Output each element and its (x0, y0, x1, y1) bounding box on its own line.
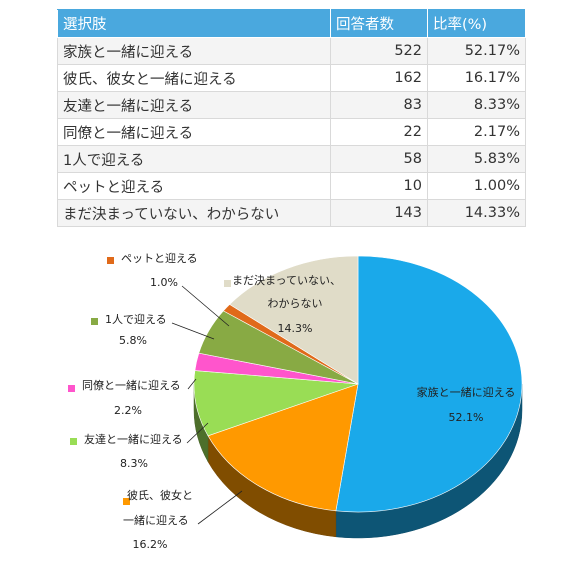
leader-line (181, 285, 230, 327)
pie-slice (335, 255, 523, 513)
slice-value-label: 16.2% (133, 538, 168, 551)
table-row: 同僚と一緒に迎える 22 2.17% (57, 118, 526, 146)
ratio-cell: 8.33% (427, 91, 526, 119)
table-row: まだ決まっていない、わからない 143 14.33% (57, 199, 526, 227)
slice-name-label: 一緒に迎える (123, 513, 189, 527)
leader-line (186, 422, 209, 444)
ratio-cell: 16.17% (427, 64, 526, 92)
option-cell: まだ決まっていない、わからない (57, 199, 331, 227)
legend-marker (91, 318, 98, 325)
slice-value-label: 14.3% (278, 322, 313, 335)
leader-line (171, 322, 215, 340)
count-cell: 162 (330, 64, 428, 92)
slice-name-label: わからない (268, 297, 323, 310)
pie-slice (229, 255, 359, 385)
option-cell: 同僚と一緒に迎える (57, 118, 331, 146)
pie-slice (207, 383, 359, 512)
option-cell: 1人で迎える (57, 145, 331, 173)
slice-name-label: 同僚と一緒に迎える (82, 378, 181, 392)
slice-name-label: ペットと迎える (121, 252, 198, 265)
option-cell: 彼氏、彼女と一緒に迎える (57, 64, 331, 92)
option-cell: ペットと迎える (57, 172, 331, 200)
table-row: 1人で迎える 58 5.83% (57, 145, 526, 173)
ratio-cell: 2.17% (427, 118, 526, 146)
table-row: 家族と一緒に迎える 522 52.17% (57, 37, 526, 65)
ratio-cell: 52.17% (427, 37, 526, 65)
pie-slice (193, 370, 359, 437)
legend-marker (70, 438, 77, 445)
option-cell: 友達と一緒に迎える (57, 91, 331, 119)
table-row: 彼氏、彼女と一緒に迎える 162 16.17% (57, 64, 526, 92)
ratio-cell: 5.83% (427, 145, 526, 173)
slice-value-label: 52.1% (449, 411, 484, 424)
ratio-cell: 14.33% (427, 199, 526, 227)
count-cell: 10 (330, 172, 428, 200)
count-cell: 83 (330, 91, 428, 119)
legend-marker (68, 385, 75, 392)
slice-value-label: 2.2% (114, 404, 142, 417)
leader-line (187, 378, 197, 390)
header-ratio: 比率(%) (427, 9, 526, 38)
header-count: 回答者数 (330, 9, 428, 38)
slice-value-label: 1.0% (150, 276, 178, 289)
table-body: 家族と一緒に迎える 522 52.17% 彼氏、彼女と一緒に迎える 162 16.17% 友… (57, 37, 526, 227)
option-cell: 家族と一緒に迎える (57, 37, 331, 65)
leader-line (197, 490, 243, 525)
ratio-cell: 1.00% (427, 172, 526, 200)
table-header-row: 選択肢 回答者数 比率(%) (57, 9, 526, 38)
slice-name-label: 1人で迎える (105, 313, 167, 326)
slice-name-label: 彼氏、彼女と (127, 488, 193, 502)
legend-marker (123, 498, 130, 505)
slice-name-label: 友達と一緒に迎える (84, 432, 183, 446)
table-row: 友達と一緒に迎える 83 8.33% (57, 91, 526, 119)
count-cell: 522 (330, 37, 428, 65)
pie-chart: 家族と一緒に迎える 52.1% 彼氏、彼女と一緒に迎える 16.2% 友達と一緒に迎える… (68, 252, 523, 551)
table-row: ペットと迎える 10 1.00% (57, 172, 526, 200)
legend-marker (224, 280, 231, 287)
slice-value-label: 8.3% (120, 457, 148, 470)
legend-marker (107, 257, 114, 264)
count-cell: 143 (330, 199, 428, 227)
result-table: 選択肢 回答者数 比率(%) 家族と一緒に迎える 522 52.17% 彼氏、彼女と一… (57, 9, 526, 227)
count-cell: 58 (330, 145, 428, 173)
slice-name-label: まだ決まっていない、 (232, 274, 341, 287)
count-cell: 22 (330, 118, 428, 146)
header-option: 選択肢 (57, 9, 331, 38)
slice-value-label: 5.8% (119, 334, 147, 347)
slice-name-label: 家族と一緒に迎える (417, 385, 516, 399)
